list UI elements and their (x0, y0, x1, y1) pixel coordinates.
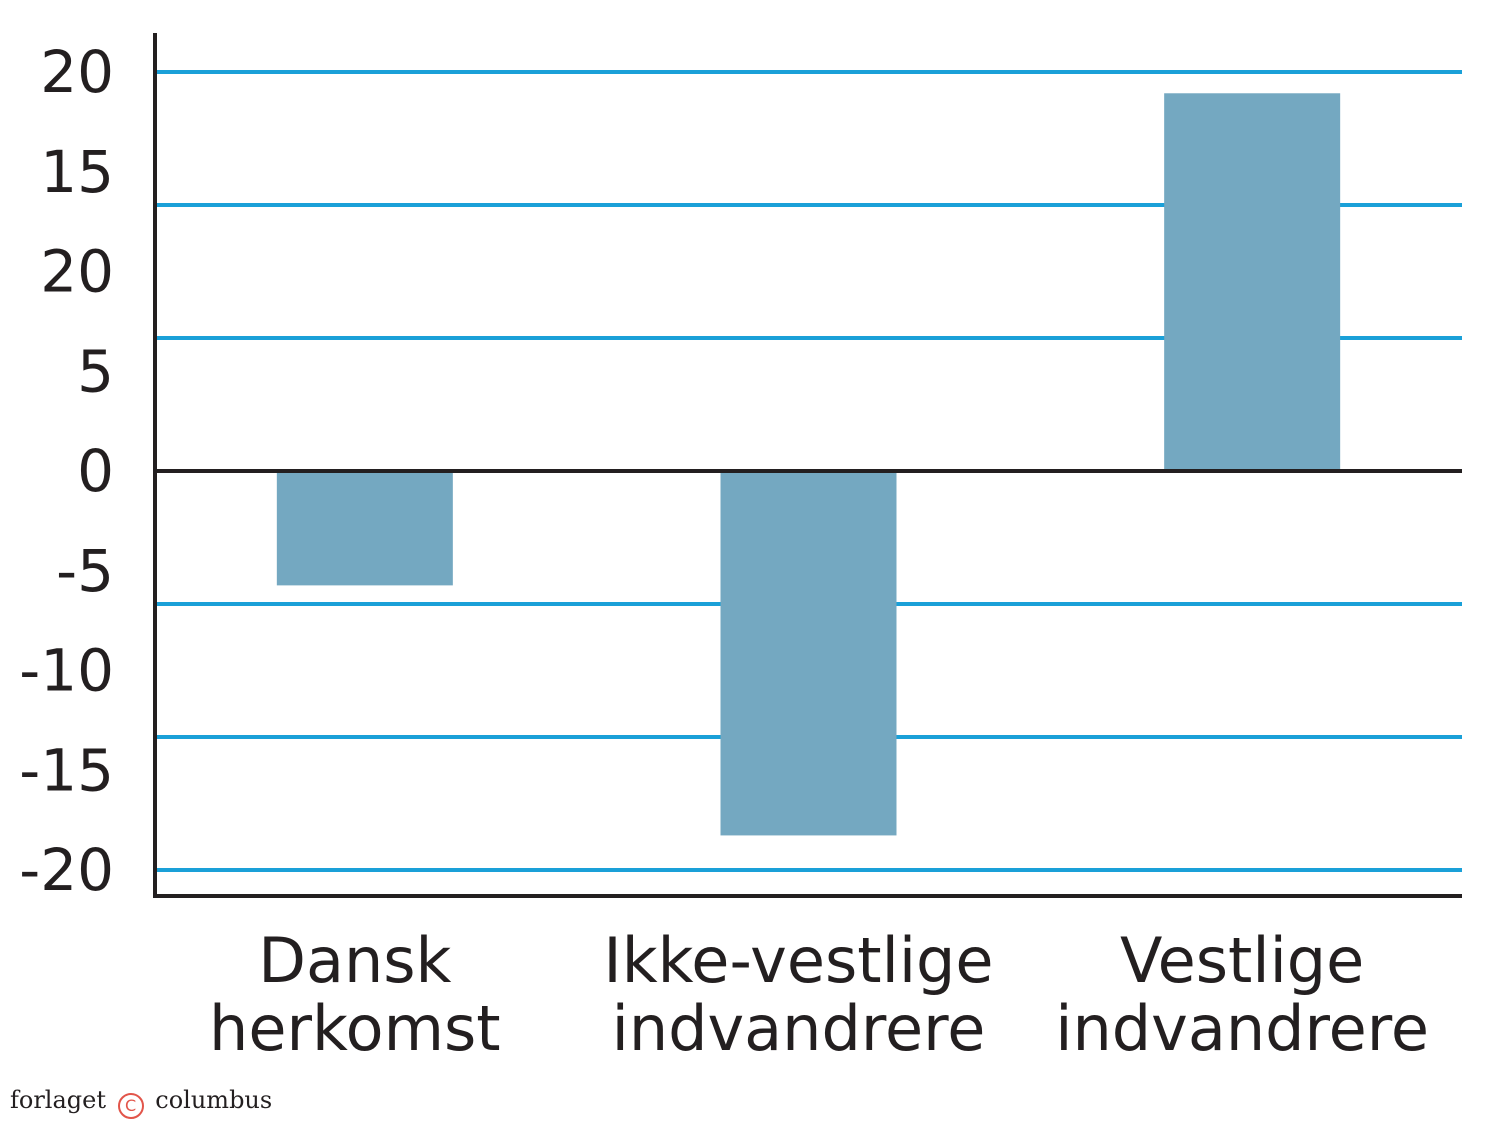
category-label: herkomst (209, 992, 501, 1065)
copyright-icon: C (117, 1093, 144, 1119)
category-label: Dansk (258, 924, 451, 997)
category-label: Ikke-vestlige (603, 924, 993, 997)
publisher-credit: forlaget C columbus (10, 1086, 272, 1119)
y-tick-label: -15 (19, 736, 114, 804)
category-label: Vestlige (1120, 924, 1364, 997)
y-tick-label: -5 (56, 537, 114, 605)
publisher-name-left: forlaget (10, 1086, 106, 1114)
y-tick-label: -10 (19, 637, 114, 705)
bar (276, 471, 453, 586)
y-tick-label: 20 (40, 238, 114, 306)
y-tick-label: 5 (77, 337, 114, 405)
bar (720, 471, 897, 836)
bar (1164, 93, 1341, 471)
y-tick-label: 0 (77, 437, 114, 505)
y-tick-label: -20 (19, 836, 114, 904)
category-label: indvandrere (612, 992, 986, 1065)
y-tick-label: 20 (40, 38, 114, 106)
publisher-name-right: columbus (155, 1086, 273, 1114)
y-tick-label: 15 (40, 138, 114, 206)
category-label: indvandrere (1055, 992, 1429, 1065)
